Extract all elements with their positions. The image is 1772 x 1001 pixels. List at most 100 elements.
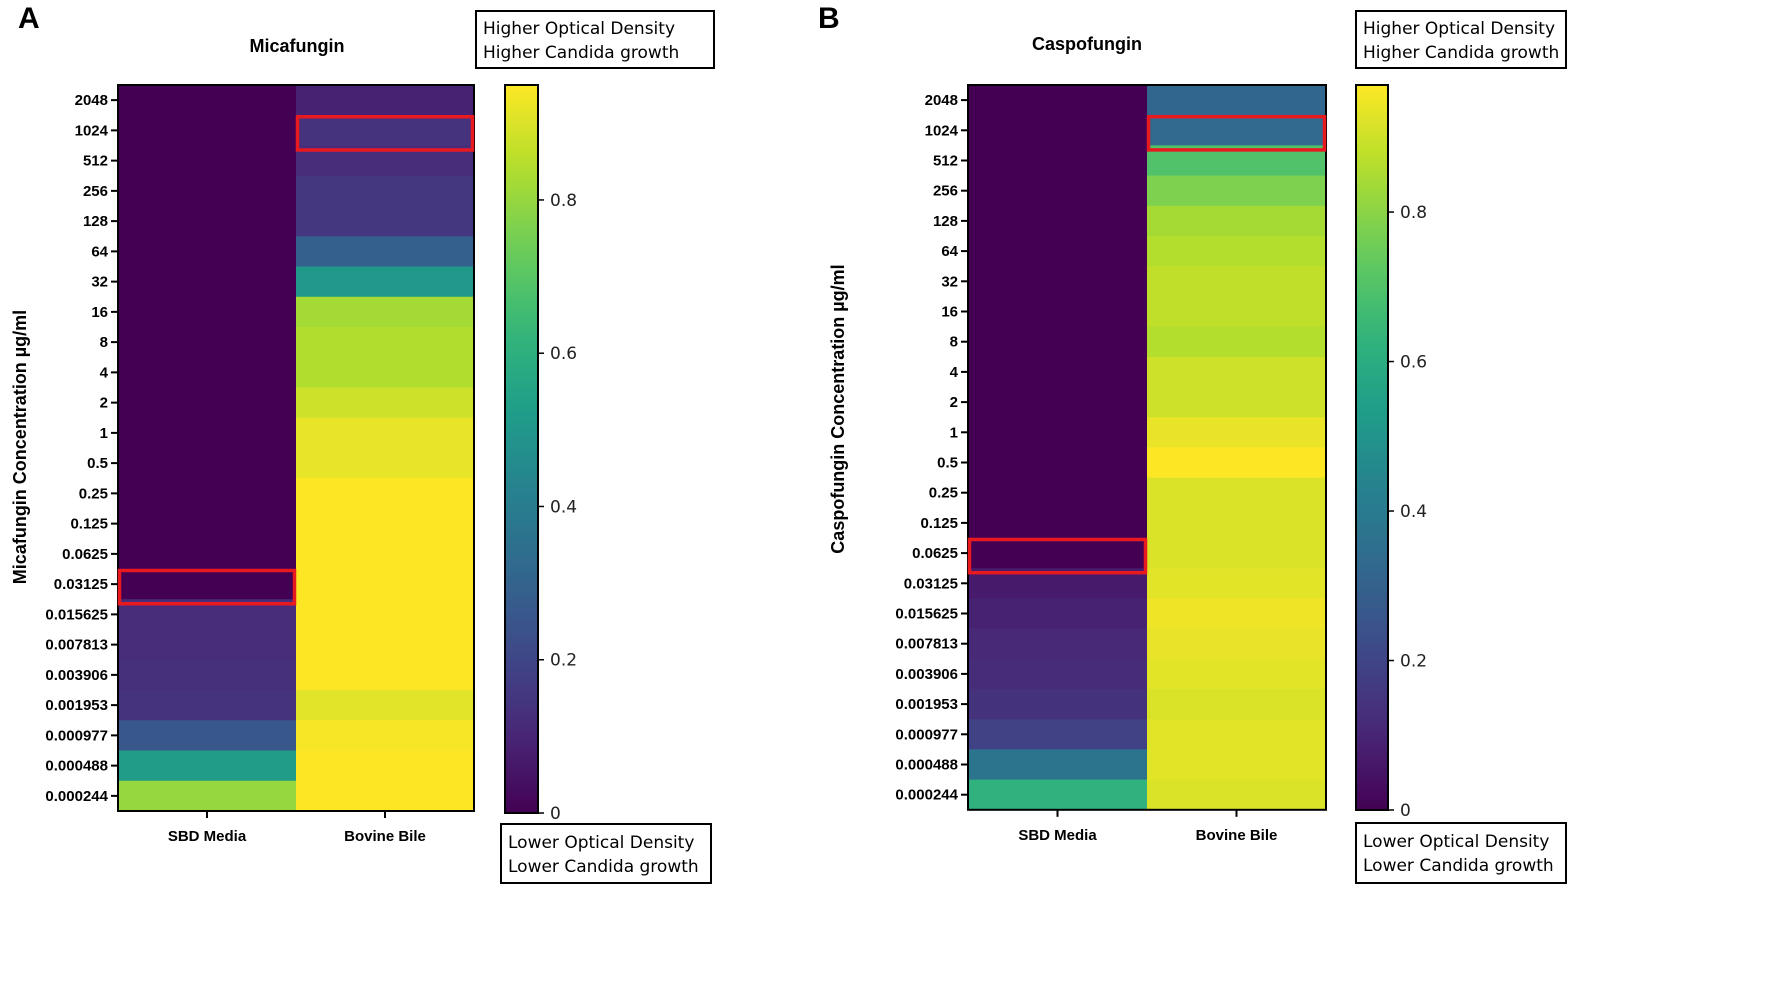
y-tick-label: 128 <box>933 213 958 230</box>
heatmap-cell <box>1147 507 1327 539</box>
heatmap-cell <box>1147 447 1327 479</box>
heatmap-cell <box>118 387 297 419</box>
y-tick-label: 128 <box>83 213 108 230</box>
y-tick-label: 1024 <box>75 122 109 139</box>
heatmap-cell <box>118 629 297 661</box>
y-tick-label: 0.25 <box>79 485 108 502</box>
x-tick-label: SBD Media <box>1018 827 1097 844</box>
heatmap-cell <box>296 85 475 116</box>
heatmap-cell <box>118 296 297 328</box>
heatmap-cell <box>296 690 475 721</box>
y-tick-label: 0.007813 <box>895 636 958 653</box>
y-tick-label: 256 <box>83 183 108 200</box>
y-tick-label: 64 <box>941 243 958 260</box>
highlight-box <box>967 537 1148 575</box>
heatmap-cell <box>296 750 475 782</box>
heatmap-cell <box>118 327 297 358</box>
heatmap-cell <box>118 175 297 207</box>
y-tick-label: 4 <box>100 364 109 381</box>
heatmap-cell <box>968 205 1148 237</box>
colorbar-tick-label: 0.8 <box>1400 203 1427 223</box>
y-tick-label: 0.03125 <box>54 576 108 593</box>
x-tick-label: Bovine Bile <box>344 828 426 845</box>
colorbar-tick-label: 0.2 <box>550 651 577 671</box>
y-tick-label: 512 <box>933 153 958 170</box>
heatmap-cell <box>1147 387 1327 418</box>
top-note-line: Higher Optical Density <box>1363 19 1555 39</box>
y-tick-label: 0.001953 <box>45 697 108 714</box>
colorbar <box>1355 84 1389 811</box>
heatmap-cell <box>296 357 475 389</box>
heatmap-cell <box>968 689 1148 720</box>
y-tick-label: 0.001953 <box>895 696 958 713</box>
panel-label: A <box>18 2 40 35</box>
heatmap-cell <box>296 538 475 570</box>
heatmap-cell <box>118 145 297 177</box>
y-axis-label: Caspofungin Concentration µg/ml <box>828 264 848 553</box>
heatmap-cell <box>118 478 297 510</box>
y-tick-label: 2 <box>100 395 108 412</box>
heatmap-cell <box>296 780 475 812</box>
heatmap-cell <box>968 628 1148 660</box>
heatmap-cell <box>968 387 1148 418</box>
y-tick-label: 0.003906 <box>895 666 958 683</box>
heatmap-cell <box>296 508 475 540</box>
y-tick-label: 2 <box>950 394 958 411</box>
heatmap-cell <box>968 356 1148 388</box>
y-tick-label: 0.015625 <box>895 606 958 623</box>
y-tick-label: 32 <box>941 273 958 290</box>
heatmap-cell <box>296 629 475 661</box>
y-tick-label: 2048 <box>925 92 958 109</box>
y-tick-label: 0.003906 <box>45 667 108 684</box>
bottom-note-line: Lower Optical Density <box>1363 832 1549 852</box>
heatmap-cell <box>118 569 297 600</box>
heatmap-cell <box>118 206 297 237</box>
y-tick-label: 1024 <box>925 122 959 139</box>
heatmap-frame <box>117 84 475 812</box>
x-tick-label: Bovine Bile <box>1196 827 1278 844</box>
panel-label: B <box>818 2 840 35</box>
heatmap-cell <box>1147 236 1327 267</box>
y-tick-label: 0.000977 <box>895 726 958 743</box>
heatmap-cell <box>1147 719 1327 750</box>
y-tick-label: 2048 <box>75 92 108 109</box>
heatmap-cell <box>1147 296 1327 328</box>
colorbar-tick-label: 0.4 <box>550 497 577 517</box>
heatmap-cell <box>1147 326 1327 358</box>
heatmap-cell <box>296 327 475 358</box>
heatmap-cell <box>118 448 297 479</box>
heatmap-cell <box>1147 417 1327 448</box>
colorbar-tick-label: 0.6 <box>1400 353 1427 373</box>
heatmap-cell <box>118 236 297 268</box>
heatmap-cell <box>968 779 1148 811</box>
heatmap-cell <box>1147 266 1327 297</box>
heatmap-cell <box>296 206 475 237</box>
heatmap-cell <box>296 569 475 600</box>
colorbar-tick-label: 0.6 <box>550 344 577 364</box>
heatmap-cell <box>968 85 1148 116</box>
y-tick-label: 0.5 <box>87 455 108 472</box>
heatmap-cell <box>118 720 297 752</box>
heatmap-cell <box>968 326 1148 358</box>
bottom-note-line: Lower Optical Density <box>508 833 694 853</box>
bottom-note-line: Lower Candida growth <box>508 857 699 877</box>
y-tick-label: 0.000244 <box>45 788 108 805</box>
heatmap-frame <box>967 84 1327 811</box>
heatmap-cell <box>968 658 1148 690</box>
colorbar-tick-label: 0 <box>550 804 561 824</box>
heatmap-cell <box>118 538 297 570</box>
heatmap-cell <box>968 115 1148 146</box>
y-tick-label: 0.000488 <box>895 757 958 774</box>
y-tick-label: 8 <box>100 334 108 351</box>
top-note-line: Higher Candida growth <box>1363 43 1559 63</box>
y-tick-label: 256 <box>933 183 958 200</box>
y-tick-label: 16 <box>941 304 958 321</box>
heatmap-cell <box>968 417 1148 448</box>
colorbar-tick-label: 0.4 <box>1400 502 1427 522</box>
heatmap-cell <box>296 478 475 510</box>
y-tick-label: 512 <box>83 153 108 170</box>
heatmap-cell <box>1147 658 1327 690</box>
heatmap-cell <box>118 780 297 812</box>
heatmap-cell <box>1147 779 1327 811</box>
colorbar <box>504 84 539 814</box>
